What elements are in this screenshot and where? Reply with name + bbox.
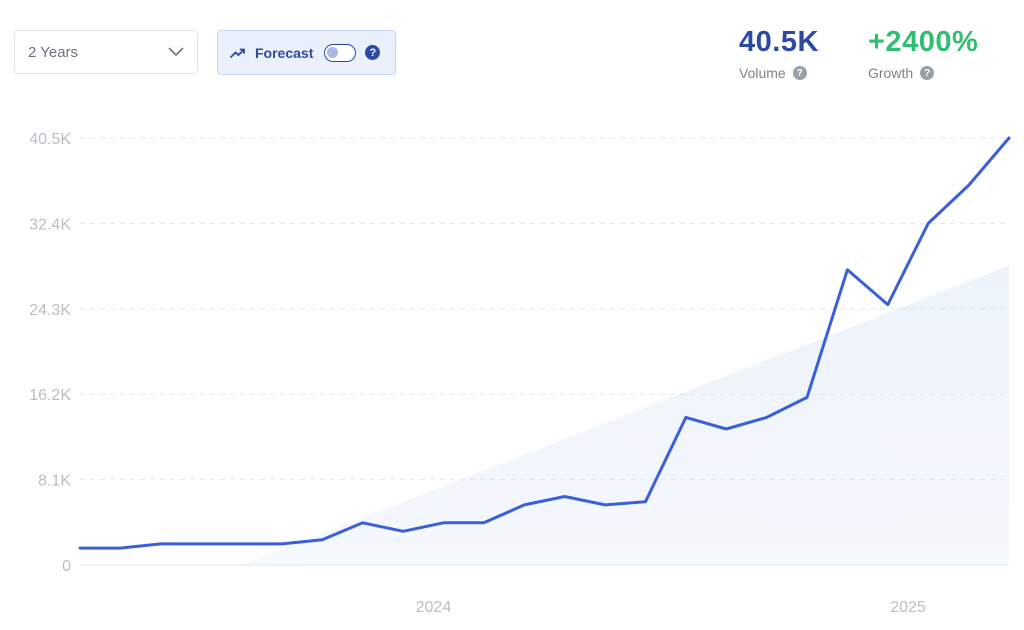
data-point[interactable] xyxy=(723,426,729,432)
volume-value: 40.5K xyxy=(739,26,819,58)
data-point[interactable] xyxy=(844,267,850,273)
forecast-toggle[interactable] xyxy=(324,43,357,62)
chevron-down-icon xyxy=(168,47,184,57)
growth-metric: +2400% Growth ? xyxy=(868,24,978,81)
data-point[interactable] xyxy=(198,541,204,547)
data-point[interactable] xyxy=(400,528,406,534)
data-point[interactable] xyxy=(77,545,83,551)
data-point[interactable] xyxy=(360,520,366,526)
data-point[interactable] xyxy=(925,220,931,226)
volume-label: Volume xyxy=(739,65,786,81)
x-tick-label: 2024 xyxy=(416,599,452,616)
volume-help-icon[interactable]: ? xyxy=(792,66,807,80)
trend-band xyxy=(241,265,1010,565)
data-point[interactable] xyxy=(279,541,285,547)
time-range-label: 2 Years xyxy=(28,43,79,61)
question-circle-icon[interactable]: ? xyxy=(365,45,381,60)
y-tick-label: 40.5K xyxy=(29,131,71,148)
forecast-control[interactable]: Forecast ? xyxy=(217,30,396,75)
toggle-knob xyxy=(327,46,339,58)
data-point[interactable] xyxy=(642,499,648,505)
volume-metric: 40.5K Volume ? xyxy=(739,24,819,81)
data-point[interactable] xyxy=(562,493,568,499)
data-point[interactable] xyxy=(683,414,689,420)
y-tick-label: 16.2K xyxy=(29,387,71,404)
data-point[interactable] xyxy=(239,541,245,547)
trending-up-icon xyxy=(230,48,246,58)
y-tick-label: 32.4K xyxy=(29,216,71,233)
y-tick-label: 0 xyxy=(62,558,71,575)
data-point[interactable] xyxy=(319,537,325,543)
data-point[interactable] xyxy=(1006,135,1012,141)
data-point[interactable] xyxy=(602,502,608,508)
growth-value: +2400% xyxy=(868,26,979,58)
data-point[interactable] xyxy=(481,520,487,526)
series-line[interactable] xyxy=(78,136,1011,550)
y-tick-label: 24.3K xyxy=(29,302,71,319)
data-point[interactable] xyxy=(966,182,972,188)
data-point[interactable] xyxy=(764,414,770,420)
time-range-dropdown[interactable]: 2 Years xyxy=(14,30,198,74)
data-point[interactable] xyxy=(117,545,123,551)
y-tick-label: 8.1K xyxy=(38,473,71,490)
data-point[interactable] xyxy=(521,502,527,508)
x-tick-label: 2025 xyxy=(890,599,926,616)
data-point[interactable] xyxy=(158,541,164,547)
data-point[interactable] xyxy=(441,520,447,526)
growth-help-icon[interactable]: ? xyxy=(920,66,935,80)
data-point[interactable] xyxy=(885,302,891,308)
forecast-label: Forecast xyxy=(255,44,314,61)
data-point[interactable] xyxy=(804,394,810,400)
growth-label: Growth xyxy=(868,65,914,81)
